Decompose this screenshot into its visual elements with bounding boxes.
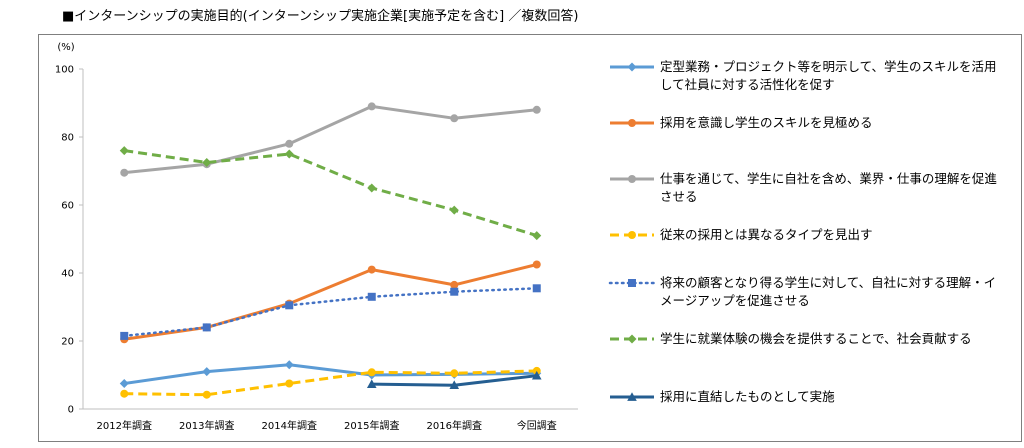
data-point: [202, 158, 212, 167]
legend-swatch: [610, 334, 654, 344]
data-point: [202, 323, 211, 332]
data-point: [532, 284, 541, 293]
chart-title: ■インターンシップの実施目的(インターンシップ実施企業[実施予定を含む] ／複数…: [62, 9, 579, 24]
legend-label: 従来の採用とは異なるタイプを見出す: [660, 227, 873, 242]
legend-swatch: [610, 392, 654, 401]
legend-swatch-marker: [628, 231, 636, 239]
data-point: [450, 280, 459, 289]
series-3: [120, 102, 541, 177]
data-point: [532, 260, 541, 269]
data-point: [367, 183, 377, 193]
legend-swatch-marker: [627, 62, 637, 72]
legend-swatch: [610, 175, 654, 183]
data-point: [202, 390, 211, 399]
y-tick-label: 40: [61, 269, 74, 280]
y-tick-label: 0: [68, 405, 74, 416]
data-point: [119, 379, 129, 388]
series-6: [119, 146, 542, 241]
y-tick-label: 60: [61, 201, 74, 212]
data-point: [367, 368, 376, 377]
data-point: [120, 331, 129, 340]
series-line: [123, 287, 538, 338]
legend-swatch-marker: [627, 334, 637, 344]
x-tick-label: 2014年調査: [262, 419, 317, 432]
legend-label: 定型業務・プロジェクト等を明示して、学生のスキルを活用して社員に対する活性化を促…: [660, 59, 997, 92]
data-point: [449, 380, 460, 390]
chart-frame: [38, 34, 1022, 442]
data-point: [120, 389, 129, 398]
x-tick-label: 2013年調査: [179, 419, 234, 432]
legend-swatch: [610, 119, 654, 127]
y-tick-label: 20: [61, 337, 74, 348]
data-point: [366, 379, 377, 389]
legend-label: 採用に直結したものとして実施: [660, 389, 835, 404]
data-point: [285, 139, 294, 148]
data-point: [367, 102, 376, 111]
legend-label: 将来の顧客となり得る学生に対して、自社に対する理解・イメージアップを促進させる: [660, 275, 997, 308]
x-tick-label: 2012年調査: [97, 419, 152, 432]
y-tick-label: 80: [61, 133, 74, 144]
legend-label: 採用を意識し学生のスキルを見極める: [660, 115, 873, 130]
series-line: [124, 263, 538, 341]
legend-label: 仕事を通じて、学生に自社を含め、業界・仕事の理解を促進させる: [660, 171, 997, 204]
series-line: [124, 149, 538, 238]
series-line: [124, 104, 537, 175]
data-point: [367, 265, 376, 274]
data-point: [119, 146, 129, 156]
data-point: [450, 369, 459, 378]
data-point: [449, 205, 459, 215]
legend-swatch-marker: [628, 175, 636, 183]
legend-swatch: [608, 279, 656, 287]
data-point: [120, 168, 129, 177]
data-point: [285, 379, 294, 388]
data-point: [367, 292, 376, 301]
x-tick-label: 2016年調査: [427, 419, 482, 432]
legend-label: 学生に就業体験の機会を提供することで、社会貢献する: [660, 331, 972, 346]
data-point: [450, 287, 459, 296]
legend-swatch-marker: [628, 279, 636, 287]
data-point: [532, 105, 541, 114]
legend-swatch: [610, 231, 654, 239]
series-line: [124, 363, 537, 385]
data-point: [284, 149, 294, 159]
series-7: [366, 370, 542, 390]
y-axis-label: (%): [57, 42, 74, 53]
series-5: [120, 284, 541, 340]
data-point: [450, 114, 459, 123]
legend-swatch-marker: [627, 392, 637, 401]
data-point: [285, 301, 294, 310]
data-point: [202, 367, 212, 377]
data-point: [284, 360, 294, 370]
legend-swatch: [610, 62, 654, 72]
data-point: [531, 370, 542, 380]
y-tick-label: 100: [55, 65, 74, 76]
x-tick-label: 今回調査: [517, 419, 557, 432]
data-point: [532, 231, 542, 241]
legend-swatch-marker: [628, 119, 636, 127]
x-tick-label: 2015年調査: [344, 419, 399, 432]
